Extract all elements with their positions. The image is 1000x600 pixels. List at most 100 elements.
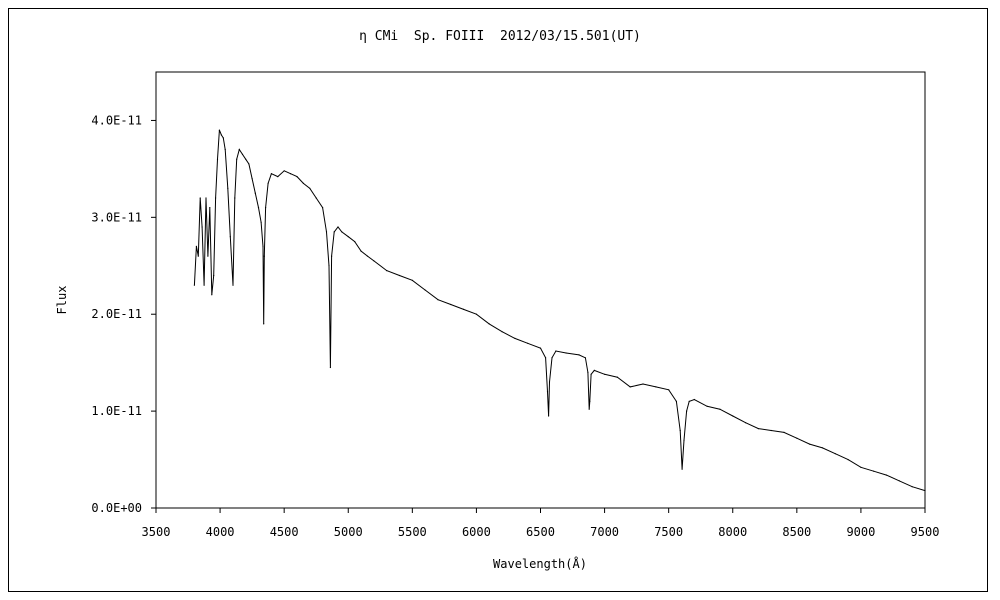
- spectrum-point: [514, 337, 516, 339]
- spectrum-point: [770, 429, 772, 432]
- spectrum-point: [254, 192, 256, 194]
- spectrum-point: [629, 386, 631, 388]
- spectrum-point: [475, 313, 477, 315]
- spectrum-point: [207, 255, 209, 257]
- spectrum-point: [411, 279, 413, 281]
- spectrum-point: [224, 148, 226, 151]
- spectrum-point: [257, 207, 260, 209]
- spectrum-point: [277, 176, 279, 178]
- spectrum-point: [354, 241, 356, 243]
- spectrum-point: [262, 245, 264, 247]
- x-tick-label: 9500: [911, 525, 940, 539]
- spectrum-point: [322, 207, 324, 209]
- spectrum-point: [450, 303, 452, 306]
- spectrum-point: [197, 255, 199, 257]
- spectrum-point: [488, 323, 490, 325]
- spectrum-point: [686, 410, 688, 412]
- spectrum-point: [232, 284, 234, 286]
- spectrum-point: [424, 289, 426, 291]
- spectrum-point: [588, 408, 590, 410]
- y-tick-label: 0.0E+00: [91, 501, 142, 515]
- spectrum-point: [463, 308, 465, 310]
- spectrum-line: [193, 129, 926, 492]
- spectrum-point: [222, 137, 224, 139]
- spectrum-point: [655, 386, 657, 388]
- x-tick-label: 6500: [526, 525, 555, 539]
- spectrum-point: [642, 383, 644, 385]
- y-tick-label: 4.0E-11: [91, 113, 142, 127]
- spectrum-point: [218, 129, 220, 131]
- spectrum-point: [578, 354, 580, 356]
- chart-title: η CMi Sp. FOIII 2012/03/15.501(UT): [359, 29, 641, 44]
- spectrum-point: [675, 400, 678, 402]
- spectrum-point: [211, 294, 213, 296]
- data-points: [193, 129, 926, 492]
- y-axis: 0.0E+00 1.0E-11 2.0E-11 3.0E-11 4.0E-11: [91, 113, 156, 515]
- spectrum-point: [337, 226, 339, 228]
- y-tick-label: 2.0E-11: [91, 307, 142, 321]
- spectrum-point: [732, 415, 734, 417]
- spectrum-point: [216, 158, 219, 160]
- spectrum-point: [706, 405, 708, 407]
- spectrum-point: [238, 148, 240, 151]
- spectrum-point: [437, 299, 439, 301]
- spectrum-point: [265, 207, 267, 209]
- spectrum-point: [757, 428, 760, 430]
- spectrum-point: [834, 453, 836, 455]
- spectrum-point: [333, 231, 335, 233]
- spectrum-point: [193, 284, 195, 286]
- x-tick-label: 7000: [590, 525, 619, 539]
- x-tick-label: 8000: [718, 525, 747, 539]
- spectrum-point: [236, 158, 238, 160]
- spectrum-point: [329, 366, 331, 369]
- spectrum-point: [679, 429, 681, 432]
- spectrum-point: [681, 468, 683, 470]
- spectrum-point: [604, 373, 606, 375]
- spectrum-point: [290, 173, 292, 175]
- spectrum-point: [315, 197, 317, 199]
- x-tick-label: 4000: [206, 525, 235, 539]
- spectrum-point: [548, 381, 551, 383]
- x-tick-label: 5500: [398, 525, 427, 539]
- spectrum-point: [325, 231, 328, 233]
- spectrum-point: [267, 182, 269, 184]
- spectrum-point: [227, 187, 229, 189]
- spectrum-point: [584, 357, 587, 359]
- spectrum-point: [296, 176, 298, 178]
- spectrum-point: [821, 447, 824, 449]
- spectrum-point: [328, 265, 330, 267]
- spectrum-point: [548, 415, 550, 417]
- spectrum-point: [860, 466, 862, 468]
- spectrum-point: [203, 284, 205, 286]
- spectrum-point: [366, 255, 369, 257]
- plot-area: [155, 71, 926, 509]
- x-tick-label: 7500: [654, 525, 683, 539]
- spectrum-point: [347, 236, 349, 238]
- spectrum-point: [341, 231, 343, 233]
- spectrum-point: [263, 323, 265, 325]
- chart-frame: [8, 8, 988, 592]
- spectrum-point: [546, 391, 549, 393]
- spectrum-point: [783, 431, 785, 433]
- spectrum-point: [241, 153, 244, 155]
- spectrum-point: [527, 342, 529, 344]
- spectrum-point: [809, 443, 811, 445]
- spectrum-point: [847, 459, 849, 461]
- spectrum-point: [873, 470, 875, 472]
- spectrum-point: [260, 221, 262, 223]
- spectrum-point: [283, 170, 285, 172]
- x-tick-label: 4500: [270, 525, 299, 539]
- x-tick-label: 5000: [334, 525, 363, 539]
- spectrum-point: [693, 398, 695, 401]
- spectrum-point: [215, 197, 217, 199]
- x-tick-label: 9000: [846, 525, 875, 539]
- spectrum-point: [245, 158, 247, 160]
- spectrum-point: [209, 207, 211, 209]
- y-axis-label: Flux: [55, 286, 69, 315]
- spectrum-point: [551, 357, 553, 359]
- x-axis: 3500 4000 4500 5000 5500 6000 6500 7000 7500 8000…: [142, 508, 940, 539]
- x-axis-label: Wavelength(Å): [493, 556, 587, 571]
- spectrum-point: [199, 197, 201, 199]
- spectrum-point: [590, 373, 592, 375]
